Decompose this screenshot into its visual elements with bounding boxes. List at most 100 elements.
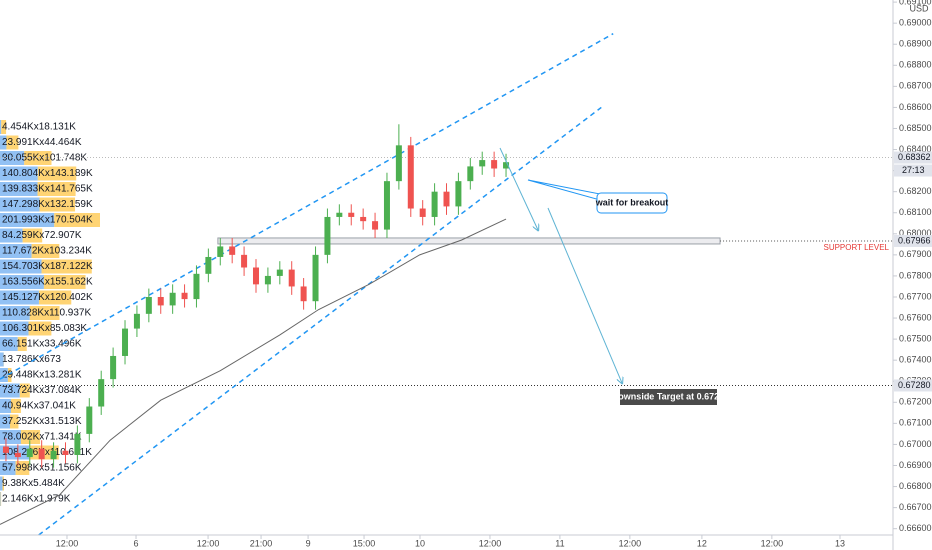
x-tick-label: 9 — [306, 538, 311, 548]
volume-sell — [31, 244, 60, 258]
volume-sell — [29, 306, 60, 320]
candle-body — [181, 292, 188, 300]
callout-box — [596, 192, 668, 214]
candle-body — [372, 221, 379, 230]
volume-buy — [0, 492, 1, 506]
volume-buy — [0, 213, 55, 227]
y-tick-label: 0.67100 — [899, 418, 932, 428]
candle-body — [324, 216, 331, 255]
volume-label: 57.998Kx51.156K — [2, 463, 82, 474]
x-tick-label: 10 — [415, 538, 425, 548]
volume-label: 163.556Kx155.162K — [2, 277, 93, 288]
y-tick-label: 0.67400 — [899, 355, 932, 365]
y-tick-label: 0.66900 — [899, 460, 932, 470]
volume-label: 139.833Kx141.765K — [2, 184, 93, 195]
y-tick-label: 0.68800 — [899, 60, 932, 70]
x-tick-label: 21:00 — [250, 538, 273, 548]
volume-buy — [0, 368, 8, 382]
arrow — [499, 147, 538, 230]
volume-sell — [10, 399, 21, 413]
candle-body — [276, 269, 283, 276]
candle-body — [86, 406, 93, 434]
volume-label: 201.993Kx170.504K — [2, 215, 93, 226]
y-tick-label: 0.67200 — [899, 397, 932, 407]
x-tick-label: 11 — [555, 538, 564, 548]
volume-buy — [0, 275, 44, 289]
candle-body — [288, 269, 295, 287]
y-tick-label: 0.68700 — [899, 81, 932, 91]
candle-body — [348, 212, 355, 217]
volume-label: 154.703Kx187.122K — [2, 261, 93, 272]
y-tick-label: 0.69100 — [899, 0, 932, 6]
candle-body — [383, 181, 390, 230]
candle-body — [145, 296, 152, 314]
y-tick-label: 0.68900 — [899, 39, 932, 49]
y-tick-label: 0.67800 — [899, 270, 932, 280]
candle-body — [241, 254, 248, 268]
volume-label: 78.002Kx71.341K — [2, 432, 82, 443]
candle-body — [74, 433, 81, 455]
candle-body — [2, 446, 9, 453]
candle-body — [122, 328, 129, 356]
y-tick-label: 0.68400 — [899, 144, 932, 154]
volume-buy — [0, 135, 7, 150]
volume-sell — [20, 430, 41, 444]
volume-buy — [0, 352, 4, 367]
volume-buy — [0, 290, 39, 305]
candle-body — [205, 256, 212, 274]
callout-text: wait for breakout — [595, 197, 669, 207]
x-tick-label: 15:00 — [353, 538, 376, 548]
candle-body — [419, 208, 426, 217]
candle-body — [264, 275, 271, 285]
y-tick-label: 0.68600 — [899, 102, 932, 112]
volume-sell — [6, 135, 19, 150]
arrow — [547, 207, 622, 383]
volume-label: 84.259Kx72.907K — [2, 230, 82, 241]
volume-buy — [0, 321, 29, 336]
volume-label: 66.151Kx33.496K — [2, 339, 82, 350]
y-tick-label: 0.67700 — [899, 291, 932, 301]
x-tick-label: 12:00 — [197, 538, 220, 548]
callout-pointer — [527, 179, 601, 201]
candle-body — [431, 191, 438, 217]
candle-body — [360, 216, 367, 222]
y-tick-label: 0.67600 — [899, 312, 932, 322]
x-tick-label: 12:00 — [479, 538, 502, 548]
y-tick-label: 0.68500 — [899, 123, 932, 133]
current-price-box — [894, 151, 932, 164]
volume-sell — [0, 492, 2, 506]
x-tick-label: 12:00 — [619, 538, 642, 548]
volume-label: 73.724Kx37.084K — [2, 385, 82, 396]
x-tick-label: 12:00 — [761, 538, 784, 548]
candle-body — [300, 286, 307, 302]
support-price-box — [894, 234, 932, 247]
target-price-label: 0.67280 — [898, 380, 931, 390]
trend-line — [38, 106, 602, 536]
volume-label: 13.786Kx673 — [2, 354, 61, 365]
candle-body — [407, 145, 414, 209]
support-zone — [217, 237, 721, 245]
volume-sell — [39, 197, 76, 212]
candle-body — [217, 246, 224, 257]
volume-buy — [0, 430, 21, 444]
candle-body — [503, 162, 510, 169]
volume-sell — [17, 337, 27, 351]
volume-label: 37.252Kx31.513K — [2, 416, 82, 427]
volume-buy — [0, 399, 11, 413]
y-tick-label: 0.67500 — [899, 333, 932, 343]
x-tick-label: 12 — [697, 538, 707, 548]
volume-sell — [7, 368, 12, 382]
support-price-label: 0.67966 — [898, 235, 931, 245]
volume-sell — [43, 275, 86, 289]
volume-label: 40.94Kx37.041K — [2, 401, 76, 412]
volume-sell — [15, 461, 30, 475]
volume-buy — [0, 414, 11, 429]
x-tick-label: 12:00 — [56, 538, 79, 548]
volume-buy — [0, 337, 18, 351]
volume-label: 9.38Kx5.484K — [2, 478, 65, 489]
volume-label: 90.055Kx101.748K — [2, 153, 87, 164]
candle-body — [479, 160, 486, 167]
target-text: Downside Target at 0.6728 — [612, 391, 724, 401]
volume-label: 106.301Kx85.083K — [2, 323, 87, 334]
